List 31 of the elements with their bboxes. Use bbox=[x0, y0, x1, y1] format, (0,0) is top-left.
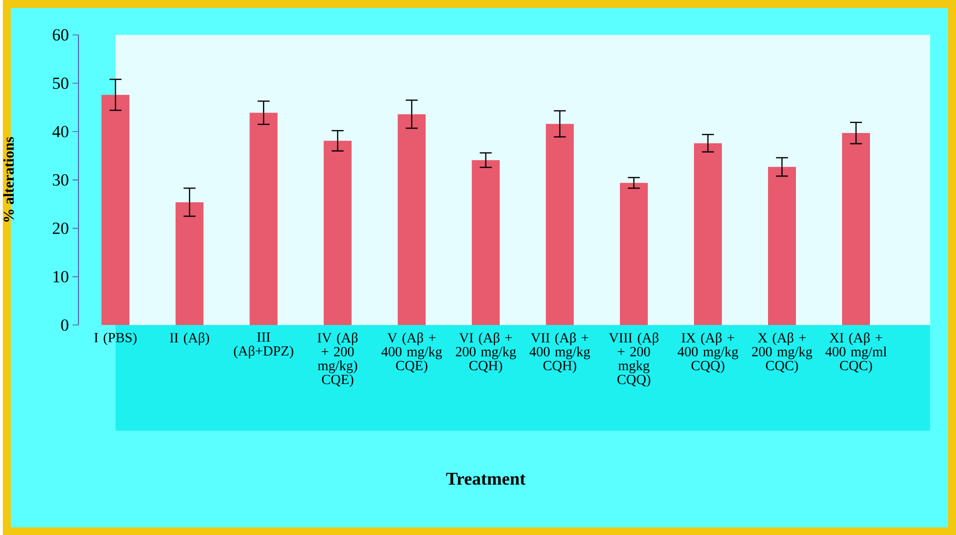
y-tick-label: 50 bbox=[53, 77, 68, 89]
bar bbox=[546, 124, 574, 325]
x-tick-label: VIII (Aβ + 200 mgkg CQQ) bbox=[608, 332, 658, 387]
bar bbox=[768, 166, 796, 325]
bar bbox=[176, 202, 204, 325]
bar bbox=[102, 94, 130, 325]
x-tick-label: I (PBS) bbox=[94, 332, 137, 345]
y-tick-label: 30 bbox=[52, 174, 68, 186]
x-axis-title: Treatment bbox=[446, 472, 526, 485]
x-tick-label: V (Aβ + 400 mg/kg CQE) bbox=[381, 332, 442, 373]
bar bbox=[324, 140, 352, 325]
y-tick-label: 20 bbox=[52, 222, 68, 234]
x-tick-label: X (Aβ + 200 mg/kg CQC) bbox=[752, 332, 812, 373]
bar bbox=[694, 143, 722, 325]
x-tick-label: IV (Aβ + 200 mg/kg) CQE) bbox=[318, 332, 358, 387]
y-tick-label: 10 bbox=[54, 270, 68, 282]
x-tick-label: VI (Aβ + 200 mg/kg CQH) bbox=[456, 332, 516, 373]
x-tick-label: IX (Aβ + 400 mg/kg CQQ) bbox=[678, 332, 738, 373]
bar bbox=[620, 182, 648, 325]
bar bbox=[250, 112, 278, 325]
x-tick-label: XI (Aβ + 400 mg/ml CQC) bbox=[825, 332, 887, 373]
bar bbox=[472, 160, 500, 325]
y-tick-label: 0 bbox=[61, 319, 68, 331]
y-axis-title: % alterations bbox=[3, 136, 14, 222]
y-tick-label: 40 bbox=[52, 126, 68, 138]
x-tick-label: II (Aβ) bbox=[170, 332, 210, 346]
bar bbox=[842, 132, 870, 325]
bar bbox=[398, 114, 426, 325]
x-tick-label: III (Aβ+DPZ) bbox=[234, 332, 294, 358]
x-tick-label: VII (Aβ + 400 mg/kg CQH) bbox=[530, 332, 590, 373]
y-tick-label: 60 bbox=[52, 28, 68, 40]
